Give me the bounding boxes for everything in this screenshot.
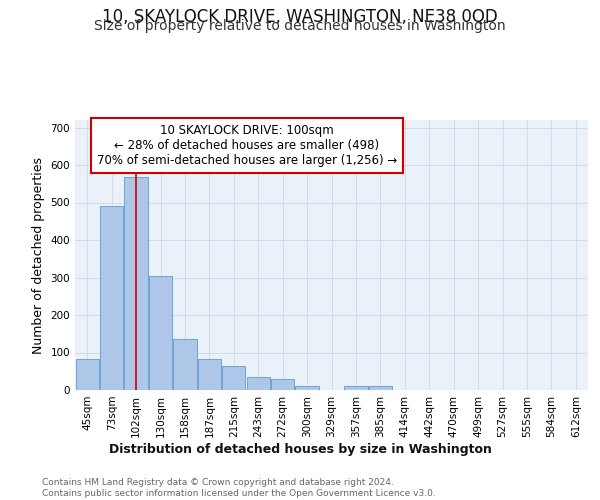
Bar xyxy=(271,379,294,390)
Bar xyxy=(295,386,319,390)
Bar xyxy=(149,276,172,390)
Bar xyxy=(247,377,270,390)
Bar xyxy=(369,386,392,390)
Y-axis label: Number of detached properties: Number of detached properties xyxy=(32,156,45,354)
Bar xyxy=(100,206,123,390)
Text: Distribution of detached houses by size in Washington: Distribution of detached houses by size … xyxy=(109,442,491,456)
Bar xyxy=(76,359,99,390)
Bar xyxy=(124,177,148,390)
Bar xyxy=(173,338,197,390)
Bar xyxy=(344,386,368,390)
Text: Contains HM Land Registry data © Crown copyright and database right 2024.
Contai: Contains HM Land Registry data © Crown c… xyxy=(42,478,436,498)
Text: 10 SKAYLOCK DRIVE: 100sqm
← 28% of detached houses are smaller (498)
70% of semi: 10 SKAYLOCK DRIVE: 100sqm ← 28% of detac… xyxy=(97,124,397,167)
Text: 10, SKAYLOCK DRIVE, WASHINGTON, NE38 0QD: 10, SKAYLOCK DRIVE, WASHINGTON, NE38 0QD xyxy=(102,8,498,26)
Text: Size of property relative to detached houses in Washington: Size of property relative to detached ho… xyxy=(94,19,506,33)
Bar xyxy=(222,366,245,390)
Bar xyxy=(198,358,221,390)
